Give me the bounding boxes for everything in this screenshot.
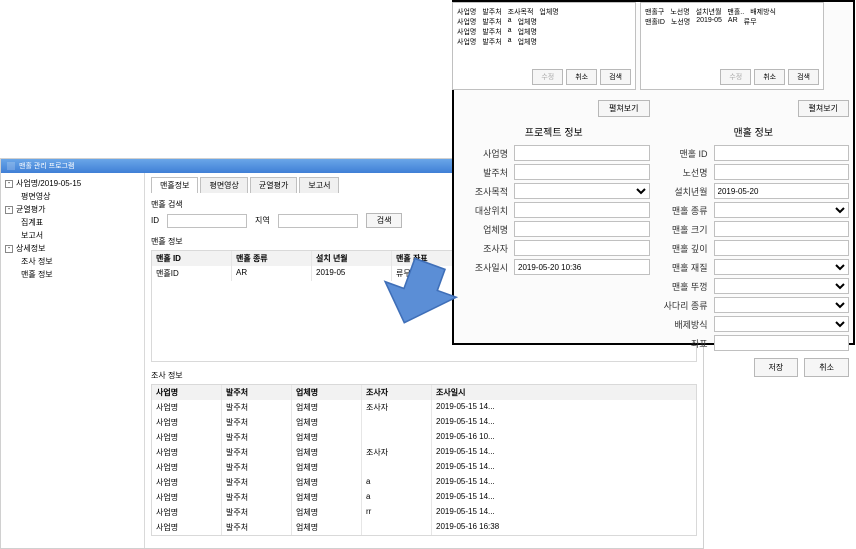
field-input-datetime[interactable] bbox=[514, 259, 650, 275]
project-info-column: 펼쳐보기 프로젝트 정보 사업명발주처조사목적대상위치업체명조사자조사일시 bbox=[458, 100, 650, 339]
sidebar: -사업명/2019-05-15 평면영상-균열평가집계표보고서-상세정보조사 정… bbox=[1, 173, 145, 548]
project-expand-btn[interactable]: 펼쳐보기 bbox=[598, 100, 649, 117]
field-label-mdepth: 맨홀 깊이 bbox=[658, 242, 714, 255]
field-input-drain[interactable] bbox=[714, 316, 850, 332]
table-row[interactable]: 사업명발주처업체명rr2019-05-15 14... bbox=[152, 505, 696, 520]
manhole-list-cancel-btn[interactable]: 취소 bbox=[754, 69, 785, 85]
tree-item[interactable]: 맨홀 정보 bbox=[5, 268, 140, 281]
list-row[interactable]: 사업명발주처a업체명 bbox=[457, 17, 631, 27]
field-label-mid: 맨홀 ID bbox=[658, 147, 714, 160]
tree-toggle-icon[interactable]: - bbox=[5, 245, 13, 253]
manhole-info-title: 맨홀 정보 bbox=[658, 121, 850, 145]
col-header: 발주처 bbox=[222, 385, 292, 400]
tree-item[interactable]: 평면영상 bbox=[5, 190, 140, 203]
survey-grid: 사업명발주처업체명조사자조사일시 사업명발주처업체명조사자2019-05-15 … bbox=[151, 384, 697, 536]
list-row[interactable]: 사업명발주처a업체명 bbox=[457, 37, 631, 47]
manhole-info-column: 펼쳐보기 맨홀 정보 맨홀 ID 노선명설치년월맨홀 종류맨홀 크기맨홀 깊이맨홀… bbox=[658, 100, 850, 339]
table-row[interactable]: 사업명발주처업체명2019-05-15 14... bbox=[152, 460, 696, 475]
field-input-msize[interactable] bbox=[714, 221, 850, 237]
app-title: 맨홀 관리 프로그램 bbox=[19, 161, 74, 171]
manhole-list-panel: 맨홀구 노선명 설치년월 맨홀.. 배제방식 맨홀ID노선명2019-05AR류… bbox=[640, 2, 824, 90]
field-label-coord: 좌표 bbox=[658, 337, 714, 350]
project-list-cancel-btn[interactable]: 취소 bbox=[566, 69, 597, 85]
field-label-install: 설치년월 bbox=[658, 185, 714, 198]
field-input-mdepth[interactable] bbox=[714, 240, 850, 256]
field-label-mcover: 맨홀 뚜껑 bbox=[658, 280, 714, 293]
tree-item[interactable]: 보고서 bbox=[5, 229, 140, 242]
search-id-input[interactable] bbox=[167, 214, 247, 228]
tab-1[interactable]: 평면영상 bbox=[200, 177, 247, 193]
col-header: 업체명 bbox=[292, 385, 362, 400]
overlay-cancel-btn[interactable]: 취소 bbox=[804, 358, 849, 377]
field-input-ladder[interactable] bbox=[714, 297, 850, 313]
table-row[interactable]: 사업명발주처업체명a2019-05-15 14... bbox=[152, 490, 696, 505]
field-label-inspector: 조사자 bbox=[458, 242, 514, 255]
field-label-target: 대상위치 bbox=[458, 204, 514, 217]
field-label-route: 노선명 bbox=[658, 166, 714, 179]
field-input-purpose[interactable] bbox=[514, 183, 650, 199]
project-list-panel: 사업명 발주처 조사목적 업체명 사업명발주처a업체명사업명발주처a업체명사업명… bbox=[452, 2, 636, 90]
overlay-save-btn[interactable]: 저장 bbox=[754, 358, 799, 377]
field-input-inspector[interactable] bbox=[514, 240, 650, 256]
tree-toggle-icon[interactable]: - bbox=[5, 206, 13, 214]
search-id-label: ID bbox=[151, 216, 159, 225]
field-input-biz[interactable] bbox=[514, 145, 650, 161]
tree-item[interactable]: 조사 정보 bbox=[5, 255, 140, 268]
col-header: 사업명 bbox=[152, 385, 222, 400]
field-input-mmaterial[interactable] bbox=[714, 259, 850, 275]
field-label-biz: 사업명 bbox=[458, 147, 514, 160]
table-row[interactable]: 사업명발주처업체명조사자2019-05-15 14... bbox=[152, 400, 696, 415]
tree-root[interactable]: -사업명/2019-05-15 bbox=[5, 177, 140, 190]
field-label-drain: 배제방식 bbox=[658, 318, 714, 331]
field-input-company[interactable] bbox=[514, 221, 650, 237]
field-label-mtype: 맨홀 종류 bbox=[658, 204, 714, 217]
col-header: 조사일시 bbox=[432, 385, 542, 400]
tab-0[interactable]: 맨홀정보 bbox=[151, 177, 198, 193]
field-label-company: 업체명 bbox=[458, 223, 514, 236]
project-info-title: 프로젝트 정보 bbox=[458, 121, 650, 145]
col-header: 맨홀 종류 bbox=[232, 251, 312, 266]
survey-grid-title: 조사 정보 bbox=[151, 370, 697, 381]
manhole-list-edit-btn: 수정 bbox=[720, 69, 751, 85]
field-label-datetime: 조사일시 bbox=[458, 261, 514, 274]
field-label-client: 발주처 bbox=[458, 166, 514, 179]
tree-toggle-icon[interactable]: - bbox=[5, 180, 13, 188]
tree-item[interactable]: -상세정보 bbox=[5, 242, 140, 255]
table-row[interactable]: 사업명발주처업체명a2019-05-15 14... bbox=[152, 475, 696, 490]
tab-2[interactable]: 균열평가 bbox=[250, 177, 297, 193]
project-list-search-btn[interactable]: 검색 bbox=[600, 69, 631, 85]
list-row[interactable]: 맨홀ID노선명2019-05AR류무 bbox=[645, 17, 819, 27]
field-label-mmaterial: 맨홀 재질 bbox=[658, 261, 714, 274]
app-icon bbox=[7, 162, 15, 170]
col-header: 조사자 bbox=[362, 385, 432, 400]
search-area-label: 지역 bbox=[255, 215, 270, 226]
project-list-header: 사업명 발주처 조사목적 업체명 bbox=[457, 7, 631, 17]
field-input-client[interactable] bbox=[514, 164, 650, 180]
field-label-msize: 맨홀 크기 bbox=[658, 223, 714, 236]
field-input-target[interactable] bbox=[514, 202, 650, 218]
col-header: 맨홀 ID bbox=[152, 251, 232, 266]
field-input-mcover[interactable] bbox=[714, 278, 850, 294]
field-input-coord[interactable] bbox=[714, 335, 850, 351]
table-row[interactable]: 사업명발주처업체명2019-05-15 14... bbox=[152, 415, 696, 430]
tab-3[interactable]: 보고서 bbox=[299, 177, 339, 193]
manhole-list-search-btn[interactable]: 검색 bbox=[788, 69, 819, 85]
search-area-input[interactable] bbox=[278, 214, 358, 228]
tree-item[interactable]: -균열평가 bbox=[5, 203, 140, 216]
table-row[interactable]: 사업명발주처업체명2019-05-16 10... bbox=[152, 430, 696, 445]
list-row[interactable]: 사업명발주처a업체명 bbox=[457, 27, 631, 37]
project-list-edit-btn: 수정 bbox=[532, 69, 563, 85]
manhole-list-header: 맨홀구 노선명 설치년월 맨홀.. 배제방식 bbox=[645, 7, 819, 17]
field-label-ladder: 사다리 종류 bbox=[658, 299, 714, 312]
field-input-mid[interactable] bbox=[714, 145, 850, 161]
field-input-route[interactable] bbox=[714, 164, 850, 180]
manhole-expand-btn[interactable]: 펼쳐보기 bbox=[798, 100, 849, 117]
big-arrow-icon bbox=[376, 254, 462, 334]
field-label-purpose: 조사목적 bbox=[458, 185, 514, 198]
tree-item[interactable]: 집계표 bbox=[5, 216, 140, 229]
field-input-install[interactable] bbox=[714, 183, 850, 199]
field-input-mtype[interactable] bbox=[714, 202, 850, 218]
table-row[interactable]: 사업명발주처업체명조사자2019-05-15 14... bbox=[152, 445, 696, 460]
search-btn[interactable]: 검색 bbox=[366, 213, 403, 228]
